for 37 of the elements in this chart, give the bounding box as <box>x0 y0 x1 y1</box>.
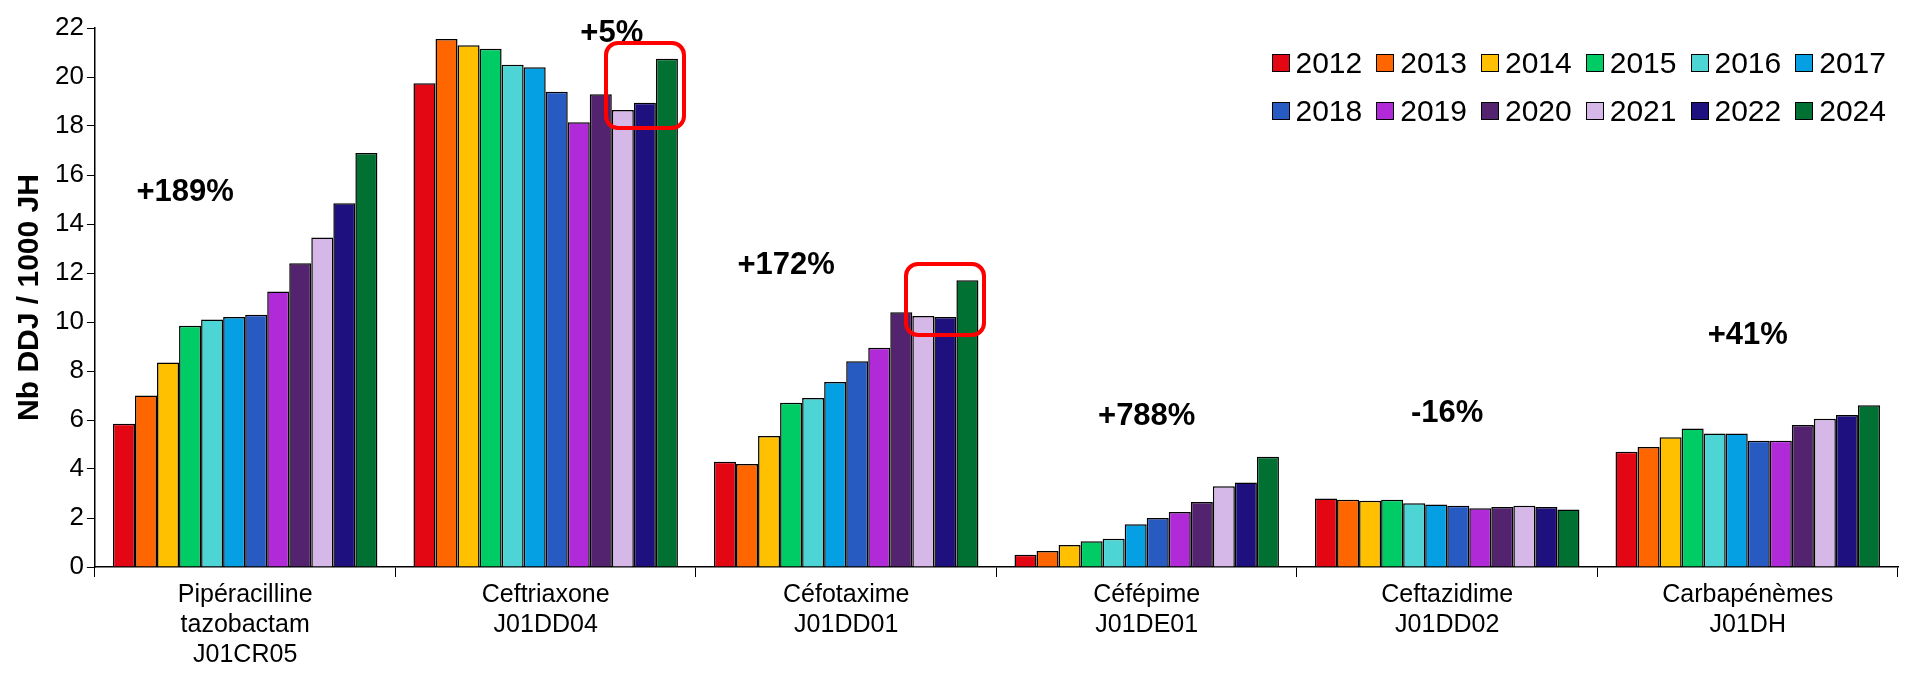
y-tick-label: 18 <box>55 109 84 140</box>
legend-label: 2018 <box>1295 94 1363 128</box>
legend-label: 2020 <box>1505 94 1572 128</box>
annotation: +5% <box>580 13 644 49</box>
y-tick-label: 8 <box>69 354 84 385</box>
legend-label: 2022 <box>1714 94 1782 128</box>
legend-label: 2021 <box>1609 94 1677 128</box>
y-axis-title: Nb DDJ / 1000 JH <box>11 174 45 421</box>
y-tick-label: 14 <box>55 207 84 238</box>
y-tick-label: 12 <box>55 256 84 287</box>
legend-label: 2014 <box>1505 46 1572 80</box>
legend-label: 2017 <box>1819 46 1886 80</box>
legend-label: 2012 <box>1295 46 1363 80</box>
y-tick-label: 4 <box>69 452 84 483</box>
x-tick-label: Ceftazidime J01DD02 <box>1381 578 1514 637</box>
x-tick-label: Ceftriaxone J01DD04 <box>481 578 610 637</box>
y-tick-label: 2 <box>69 501 84 532</box>
legend-label: 2015 <box>1609 46 1677 80</box>
y-tick-label: 22 <box>55 11 84 42</box>
x-tick-label: Céfépime J01DE01 <box>1093 578 1201 637</box>
y-tick-label: 0 <box>69 550 84 581</box>
annotation: -16% <box>1411 393 1484 429</box>
annotation: +41% <box>1707 315 1788 351</box>
x-tick-label: Pipéracilline tazobactam J01CR05 <box>177 578 313 667</box>
legend-label: 2024 <box>1819 94 1886 128</box>
annotation: +788% <box>1098 396 1196 432</box>
y-tick-label: 6 <box>69 403 84 434</box>
y-tick-label: 10 <box>55 305 84 336</box>
y-tick-label: 16 <box>55 158 84 189</box>
x-tick-label: Céfotaxime J01DD01 <box>782 578 910 637</box>
y-tick-label: 20 <box>55 60 84 91</box>
legend-label: 2013 <box>1400 46 1467 80</box>
annotation: +172% <box>737 245 835 281</box>
annotation: +189% <box>136 172 234 208</box>
x-tick-label: Carbapénèmes J01DH <box>1662 578 1834 637</box>
legend-label: 2016 <box>1714 46 1782 80</box>
legend-label: 2019 <box>1400 94 1467 128</box>
